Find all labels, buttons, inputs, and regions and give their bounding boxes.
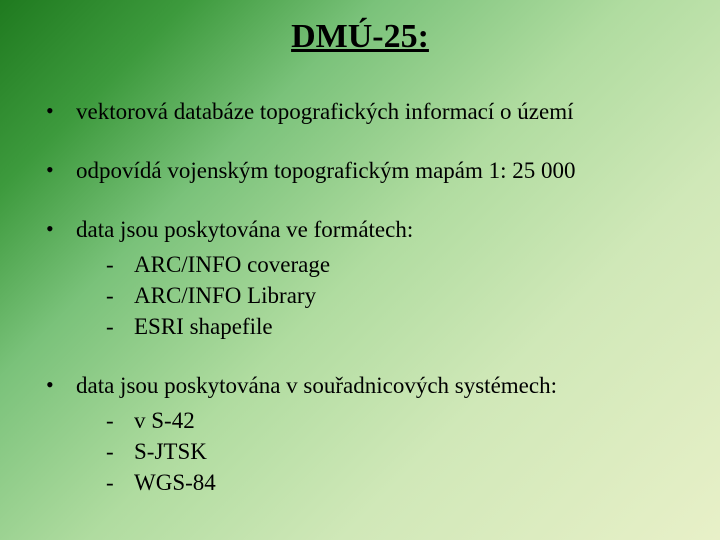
- sub-list-item-text: ESRI shapefile: [134, 314, 273, 339]
- sub-bullet-list: ARC/INFO coverage ARC/INFO Library ESRI …: [76, 249, 680, 342]
- sub-list-item: WGS-84: [106, 467, 680, 498]
- list-item: data jsou poskytována ve formátech: ARC/…: [40, 214, 680, 342]
- sub-list-item: ARC/INFO coverage: [106, 249, 680, 280]
- sub-bullet-list: v S-42 S-JTSK WGS-84: [76, 405, 680, 498]
- list-item: vektorová databáze topografických inform…: [40, 96, 680, 127]
- list-item: data jsou poskytována v souřadnicových s…: [40, 370, 680, 498]
- bullet-list: vektorová databáze topografických inform…: [40, 96, 680, 498]
- list-item-text: data jsou poskytována v souřadnicových s…: [76, 373, 557, 398]
- list-item-text: data jsou poskytována ve formátech:: [76, 217, 413, 242]
- sub-list-item: ESRI shapefile: [106, 311, 680, 342]
- sub-list-item: S-JTSK: [106, 436, 680, 467]
- sub-list-item: v S-42: [106, 405, 680, 436]
- sub-list-item: ARC/INFO Library: [106, 280, 680, 311]
- list-item-text: vektorová databáze topografických inform…: [76, 99, 573, 124]
- list-item: odpovídá vojenským topografickým mapám 1…: [40, 155, 680, 186]
- sub-list-item-text: S-JTSK: [134, 439, 207, 464]
- sub-list-item-text: ARC/INFO Library: [134, 283, 316, 308]
- slide-content: DMÚ-25: vektorová databáze topografickýc…: [0, 0, 720, 498]
- list-item-text: odpovídá vojenským topografickým mapám 1…: [76, 158, 576, 183]
- sub-list-item-text: ARC/INFO coverage: [134, 252, 330, 277]
- sub-list-item-text: v S-42: [134, 408, 195, 433]
- sub-list-item-text: WGS-84: [134, 470, 216, 495]
- page-title: DMÚ-25:: [40, 18, 680, 56]
